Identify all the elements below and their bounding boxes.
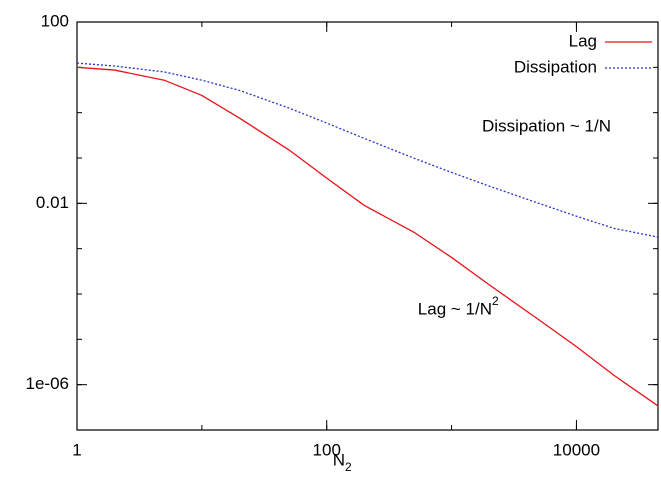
x-tick-label: 10000 xyxy=(553,440,600,459)
x-axis-label-sub: 2 xyxy=(345,460,352,472)
y-tick-label: 0.01 xyxy=(36,193,69,212)
series-line xyxy=(76,62,659,238)
series-line xyxy=(76,66,659,407)
x-tick-label: 100 xyxy=(313,440,341,459)
plot-frame xyxy=(76,21,659,431)
legend-label: Dissipation xyxy=(514,57,597,76)
annotation: Dissipation ~ 1/N xyxy=(482,116,611,135)
x-tick-label: 1 xyxy=(72,440,81,459)
y-tick-label: 1e-06 xyxy=(26,374,69,393)
annotation: Lag ~ 1/N xyxy=(418,299,492,318)
annotation-sup: 2 xyxy=(492,294,499,308)
x-axis-label: N xyxy=(333,450,345,469)
y-tick-label: 100 xyxy=(41,11,69,30)
legend-label: Lag xyxy=(569,31,597,50)
